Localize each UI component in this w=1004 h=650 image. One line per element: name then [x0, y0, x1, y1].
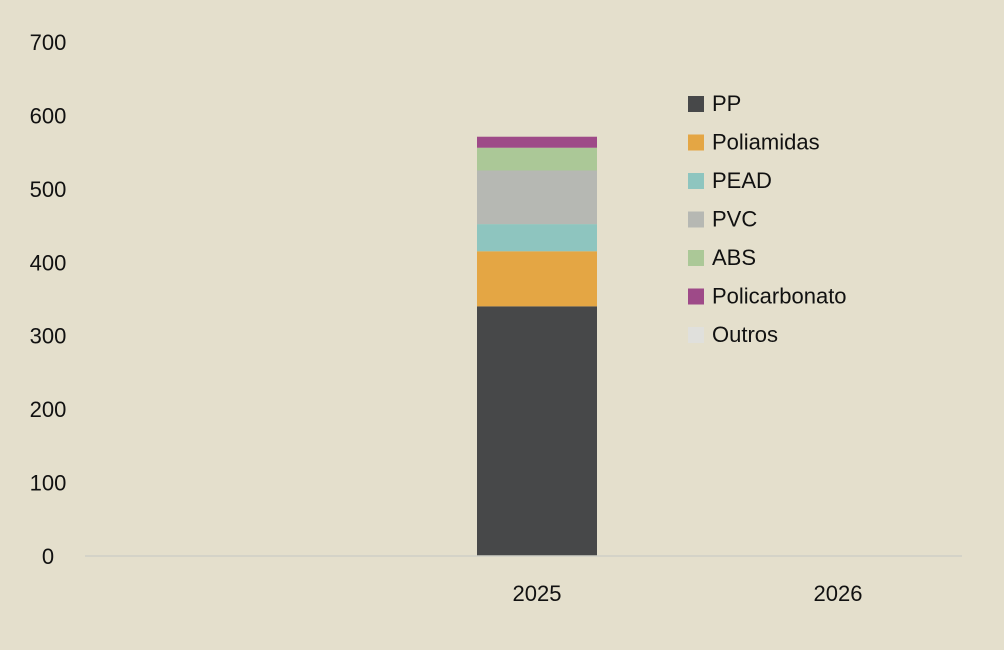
legend-swatch: [688, 327, 704, 343]
bar-segment-abs-2025: [477, 147, 597, 171]
legend-swatch: [688, 134, 704, 151]
bar-segment-pead-2025: [477, 224, 597, 252]
y-tick-label: 0: [42, 544, 54, 569]
legend-swatch: [688, 173, 704, 189]
bar-segment-poliamidas-2025: [477, 251, 597, 307]
y-tick-label: 100: [30, 471, 67, 496]
legend: PP Poliamidas PEAD PVC ABS Policarbonato Outro…: [688, 91, 847, 347]
bar-segment-policarbonato-2025: [477, 136, 597, 148]
legend-label: Poliamidas: [712, 130, 820, 155]
y-axis: 0 100 200 300 400 500 600 700: [30, 30, 67, 569]
legend-label: ABS: [712, 245, 756, 270]
x-tick-label: 2025: [513, 581, 562, 606]
legend-label: PP: [712, 91, 741, 116]
y-tick-label: 300: [30, 324, 67, 349]
legend-swatch: [688, 250, 704, 266]
y-tick-label: 600: [30, 103, 67, 128]
y-tick-label: 200: [30, 397, 67, 422]
legend-swatch: [688, 288, 704, 305]
legend-label: PEAD: [712, 168, 772, 193]
legend-label: Outros: [712, 322, 778, 347]
legend-swatch: [688, 96, 704, 112]
bar-segment-pvc-2025: [477, 170, 597, 225]
y-tick-label: 500: [30, 177, 67, 202]
y-tick-label: 400: [30, 250, 67, 275]
legend-label: PVC: [712, 207, 757, 232]
x-axis: 2025 2026: [513, 581, 863, 606]
plot-area: [477, 136, 597, 556]
y-tick-label: 700: [30, 30, 67, 55]
legend-swatch: [688, 211, 704, 228]
bar-segment-pp-2025: [477, 306, 597, 556]
legend-label: Policarbonato: [712, 284, 847, 309]
x-tick-label: 2026: [814, 581, 863, 606]
